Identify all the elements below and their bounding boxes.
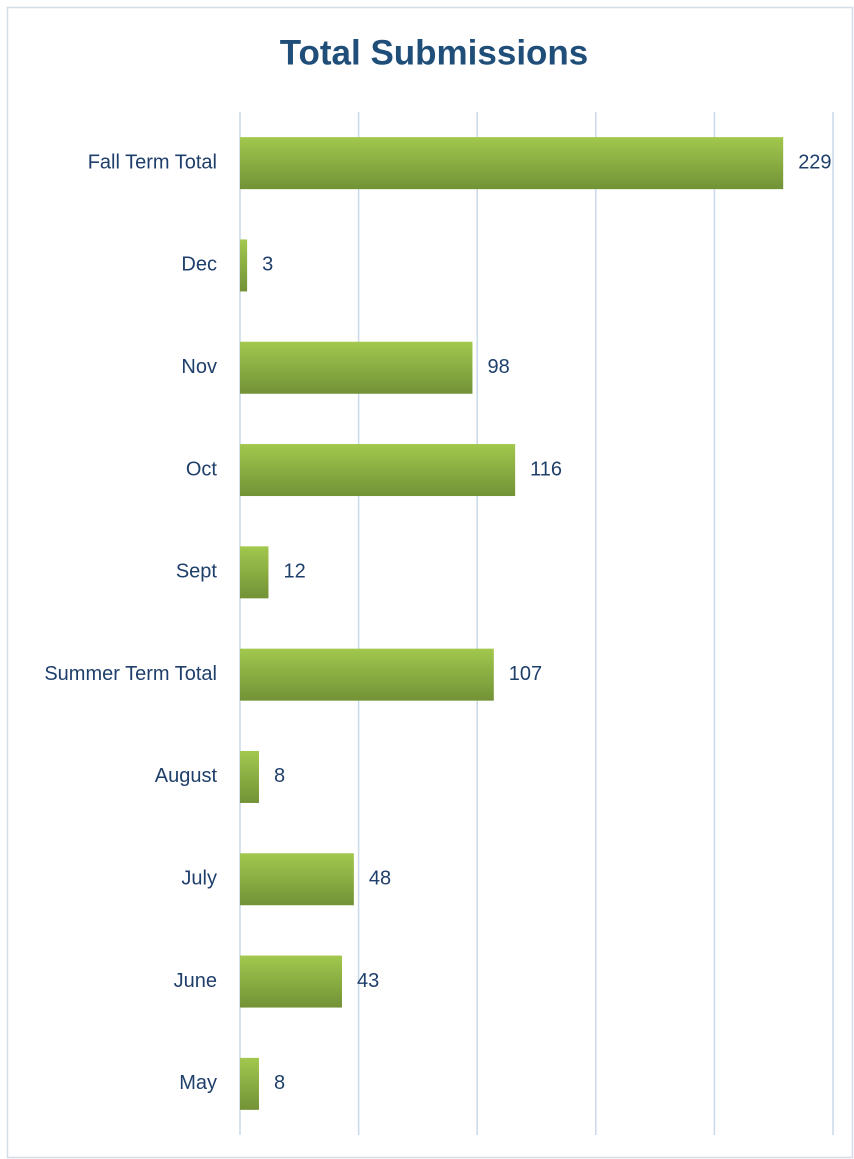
y-tick-label: Summer Term Total: [44, 663, 217, 685]
data-label: 48: [369, 868, 391, 890]
data-label: 229: [798, 151, 831, 173]
data-label: 43: [357, 970, 379, 992]
y-tick-label: Nov: [181, 356, 217, 378]
bar: [240, 341, 473, 394]
y-tick-label: Dec: [181, 254, 217, 276]
chart-frame: [6, 6, 854, 1159]
data-label: 116: [530, 458, 562, 480]
y-tick-label: Sept: [176, 561, 218, 583]
bar: [240, 648, 494, 701]
y-tick-label: August: [155, 765, 218, 787]
data-label: 3: [262, 254, 273, 276]
y-tick-label: May: [179, 1072, 217, 1094]
marks: Fall Term Total 229 Dec 3 Nov 98 Oct 116 Sept 12 S…: [44, 137, 832, 1110]
chart-title: Total Submissions: [280, 33, 589, 72]
y-tick-label: Oct: [186, 458, 218, 480]
data-label: 98: [487, 356, 509, 378]
bar: [240, 444, 516, 497]
bar: [240, 137, 784, 190]
data-label: 8: [274, 765, 285, 787]
bar: [240, 1057, 259, 1110]
data-label: 107: [509, 663, 542, 685]
y-tick-label: Fall Term Total: [88, 151, 217, 173]
bar: [240, 955, 342, 1008]
bar: [240, 239, 248, 292]
y-tick-label: June: [174, 970, 217, 992]
bar: [240, 546, 269, 599]
data-label: 12: [283, 561, 305, 583]
y-tick-label: July: [181, 868, 217, 890]
bar: [240, 853, 354, 906]
bar: [240, 750, 259, 803]
data-label: 8: [274, 1072, 285, 1094]
